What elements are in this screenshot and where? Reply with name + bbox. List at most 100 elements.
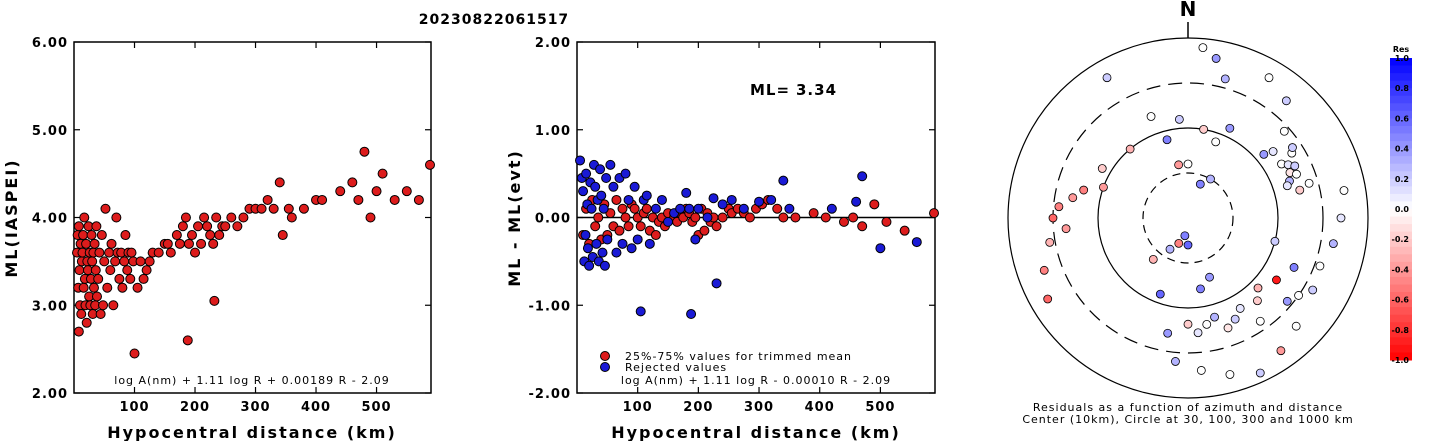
station-point <box>1294 291 1303 300</box>
trimmed-point <box>820 212 831 223</box>
legend-rejected-marker <box>600 362 610 372</box>
trimmed-point <box>711 221 722 232</box>
colorbar-tick-label: -1.0 <box>1392 356 1410 365</box>
colorbar-tick-label: 0.4 <box>1395 145 1410 154</box>
rejected-point <box>608 181 619 192</box>
station-point <box>1225 123 1235 133</box>
ml-point <box>99 256 110 267</box>
station-point <box>1295 185 1305 195</box>
rejected-point <box>702 212 713 223</box>
station-point <box>1199 124 1209 134</box>
colorbar-swatch <box>1390 133 1412 142</box>
rejected-point <box>626 243 637 254</box>
station-point <box>1211 54 1221 63</box>
colorbar-swatch <box>1390 95 1412 104</box>
legend-trimmed-label: 25%-75% values for trimmed mean <box>625 350 852 363</box>
ml-point <box>106 238 117 249</box>
trimmed-point <box>650 230 661 241</box>
ml-point <box>120 230 131 241</box>
station-point <box>1202 319 1212 329</box>
colorbar-swatch <box>1390 344 1412 353</box>
station-point <box>1102 73 1112 83</box>
ml-point <box>74 265 85 276</box>
colorbar-swatch <box>1390 224 1412 233</box>
trimmed-point <box>778 212 789 223</box>
station-point <box>1253 296 1262 306</box>
rejected-point <box>575 155 586 166</box>
station-point <box>1259 149 1269 159</box>
colorbar-swatch <box>1390 307 1412 316</box>
ml-point <box>209 295 220 306</box>
trimmed-point <box>717 212 728 223</box>
ml-point <box>81 238 92 249</box>
colorbar-swatch <box>1390 125 1412 134</box>
plot1-ylabel: ML(IASPEI) <box>2 158 21 277</box>
station-point <box>1061 224 1071 234</box>
ml-point <box>220 221 231 232</box>
station-point <box>1196 284 1205 294</box>
ml-point <box>180 212 191 223</box>
rejected-point <box>591 238 602 249</box>
rejected-point <box>629 181 640 192</box>
rejected-point <box>617 238 628 249</box>
trimmed-point <box>699 225 710 236</box>
station-point <box>1148 254 1158 264</box>
plot1-points <box>72 146 435 359</box>
colorbar-swatch <box>1390 261 1412 270</box>
y-tick-label: 1.00 <box>535 124 571 139</box>
ml-point <box>122 265 133 276</box>
legend-rejected-label: Rejected values <box>625 361 727 374</box>
rejected-point <box>590 181 601 192</box>
colorbar-swatch <box>1390 239 1412 248</box>
rejected-point <box>754 196 765 207</box>
circle-30km <box>1142 172 1234 264</box>
ml-point <box>111 212 122 223</box>
colorbar-swatch <box>1390 246 1412 255</box>
rejected-point <box>635 306 646 317</box>
trimmed-point <box>641 203 652 214</box>
north-label: N <box>1180 0 1197 21</box>
ml-point <box>214 230 225 241</box>
trimmed-point <box>690 212 701 223</box>
rejected-point <box>684 203 695 214</box>
map-caption-line1: Residuals as a function of azimuth and d… <box>1033 401 1343 414</box>
colorbar-swatch <box>1390 110 1412 119</box>
trimmed-point <box>772 203 783 214</box>
station-point <box>1282 296 1292 306</box>
colorbar-swatch <box>1390 156 1412 165</box>
station-point <box>1043 294 1053 304</box>
x-tick-label: 200 <box>180 400 210 415</box>
station-point <box>1174 160 1184 170</box>
station-point <box>1288 143 1297 152</box>
trimmed-point <box>629 203 640 214</box>
legend-trimmed-marker <box>600 351 610 361</box>
colorbar-tick-label: -0.6 <box>1392 296 1410 305</box>
ml-point <box>268 203 279 214</box>
y-tick-label: -1.00 <box>529 299 571 314</box>
colorbar-swatch <box>1390 284 1412 293</box>
colorbar-tick-label: -0.2 <box>1392 235 1410 244</box>
ml-point <box>317 194 328 205</box>
rejected-point <box>580 230 591 241</box>
ml-point <box>104 247 115 258</box>
station-point <box>1253 283 1263 293</box>
rejected-point <box>632 234 643 245</box>
station-point <box>1223 323 1233 333</box>
ml-point <box>174 238 185 249</box>
ml-point <box>126 247 137 258</box>
ml-point <box>125 273 136 284</box>
colorbar-title: Res <box>1393 45 1410 54</box>
colorbar-ticks: 1.0 0.8 0.6 0.4 0.2 0.0 -0.2 -0.4 -0.6 -0.8 -1.0 <box>1392 54 1410 365</box>
colorbar-tick-label: 0.0 <box>1395 205 1410 214</box>
ml-point <box>108 300 119 311</box>
trimmed-point <box>808 208 819 219</box>
plot1-frame <box>73 41 432 394</box>
station-point <box>1165 244 1175 254</box>
ml-point <box>232 221 243 232</box>
trimmed-point <box>857 221 868 232</box>
x-tick-label: 100 <box>623 400 653 415</box>
ml-point <box>78 230 89 241</box>
colorbar-swatch <box>1390 193 1412 202</box>
plot2-y-ticks: -2.00 -1.00 0.00 1.00 2.00 <box>529 36 935 402</box>
colorbar-swatch <box>1390 231 1412 240</box>
